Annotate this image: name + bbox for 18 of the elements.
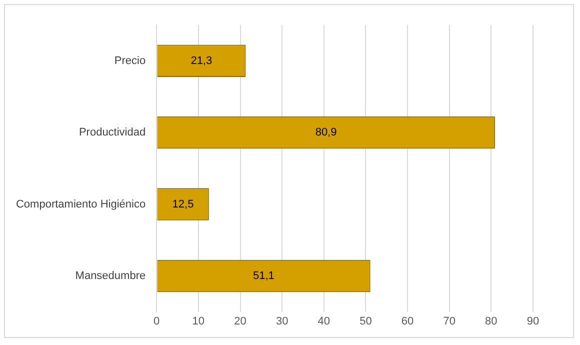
data-label: 21,3 (190, 54, 212, 67)
x-tick-label: 90 (526, 315, 540, 328)
x-tick-label: 50 (360, 315, 372, 328)
data-label: 12,5 (172, 198, 194, 210)
x-tick-label: 30 (276, 315, 288, 328)
x-tick-label: 0 (154, 315, 160, 328)
y-tick-label: Mansedumbre (75, 270, 146, 282)
x-tick-label: 70 (443, 315, 456, 328)
y-tick-label: Comportamiento Higiénico (16, 198, 146, 210)
y-tick-label: Precio (114, 54, 146, 67)
data-label: 80,9 (315, 126, 337, 139)
y-tick-label: Productividad (78, 126, 146, 139)
x-tick-label: 10 (192, 315, 205, 328)
x-tick-label: 20 (234, 315, 246, 328)
x-tick-label: 80 (485, 315, 498, 328)
x-tick-label: 40 (318, 315, 330, 328)
x-tick-label: 60 (401, 315, 414, 328)
data-label: 51,1 (253, 270, 274, 282)
